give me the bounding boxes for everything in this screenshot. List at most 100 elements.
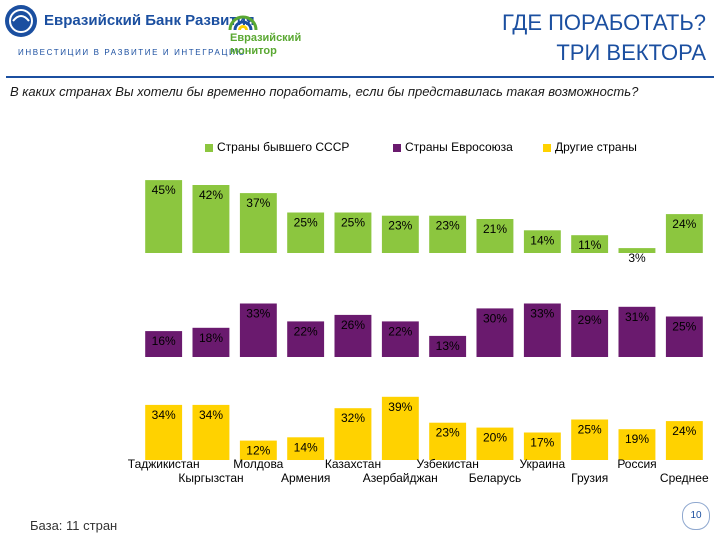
bar-cis-5 <box>334 212 372 253</box>
bar-cis-4 <box>287 212 325 253</box>
value-label-other-3: 12% <box>246 444 270 458</box>
legend-swatch-other <box>543 143 551 152</box>
ebr-logo-tagline: ИНВЕСТИЦИИ В РАЗВИТИЕ И ИНТЕГРАЦИЮ <box>18 48 247 57</box>
bar-eu-4 <box>287 321 325 357</box>
value-label-cis-8: 21% <box>483 222 507 236</box>
value-label-other-11: 19% <box>625 432 649 446</box>
value-label-other-2: 34% <box>199 408 223 422</box>
value-label-eu-8: 30% <box>483 311 507 325</box>
legend-swatch-eu <box>393 143 401 152</box>
value-label-cis-5: 25% <box>341 216 365 230</box>
value-label-other-12: 24% <box>672 424 696 438</box>
value-label-eu-10: 29% <box>578 313 602 327</box>
bar-cis-6 <box>381 215 419 253</box>
category-label-9: Украина <box>519 457 565 471</box>
ebr-logo-name: Евразийский Банк Развития <box>44 12 255 29</box>
category-label-1: Таджикистан <box>128 457 200 471</box>
bar-cis-9 <box>523 230 561 253</box>
value-label-cis-11: 3% <box>628 251 646 265</box>
value-label-eu-6: 22% <box>388 324 412 338</box>
value-label-other-5: 32% <box>341 411 365 425</box>
value-label-other-4: 14% <box>294 440 318 454</box>
value-label-cis-9: 14% <box>530 233 554 247</box>
bar-cis-11 <box>618 248 656 253</box>
category-label-7: Узбекистан <box>417 457 479 471</box>
value-label-cis-12: 24% <box>672 217 696 231</box>
bar-eu-7 <box>429 335 467 357</box>
bar-other-9 <box>523 432 561 460</box>
bar-other-3 <box>239 440 277 460</box>
category-label-4: Армения <box>281 471 330 485</box>
bar-eu-11 <box>618 306 656 357</box>
bar-eu-12 <box>665 316 703 357</box>
value-label-eu-2: 18% <box>199 331 223 345</box>
value-label-eu-7: 13% <box>436 339 460 353</box>
bar-other-5 <box>334 408 372 460</box>
bar-other-1 <box>145 404 183 460</box>
bar-cis-2 <box>192 185 230 253</box>
bar-other-10 <box>571 419 609 460</box>
category-label-2: Кыргызстан <box>178 471 243 485</box>
value-label-other-9: 17% <box>530 436 554 450</box>
value-label-cis-1: 45% <box>152 183 176 197</box>
bar-other-7 <box>429 422 467 460</box>
page-title-line1: ГДЕ ПОРАБОТАТЬ? <box>501 10 706 35</box>
category-label-6: Азербайджан <box>363 471 438 485</box>
ebr-logo: Евразийский Банк Развития ИНВЕСТИЦИИ В Р… <box>4 4 255 60</box>
category-label-10: Грузия <box>571 471 608 485</box>
category-label-8: Беларусь <box>469 471 521 485</box>
page-number: 10 <box>682 502 710 530</box>
legend-swatch-cis <box>205 143 213 152</box>
bar-cis-1 <box>145 180 183 253</box>
category-label-12: Среднее <box>660 471 709 485</box>
value-label-other-10: 25% <box>578 423 602 437</box>
bar-eu-2 <box>192 327 230 357</box>
value-label-cis-6: 23% <box>388 219 412 233</box>
value-label-eu-11: 31% <box>625 310 649 324</box>
monitor-logo: Евразийский монитор <box>228 10 338 60</box>
survey-question: В каких странах Вы хотели бы временно по… <box>10 84 639 99</box>
bar-eu-8 <box>476 308 514 357</box>
value-label-cis-4: 25% <box>294 216 318 230</box>
category-label-5: Казахстан <box>325 457 381 471</box>
legend-item-other: Другие страны <box>543 140 637 154</box>
bar-cis-8 <box>476 219 514 253</box>
value-label-eu-4: 22% <box>294 324 318 338</box>
value-label-cis-3: 37% <box>246 196 270 210</box>
bar-other-8 <box>476 427 514 460</box>
value-label-eu-3: 33% <box>246 307 270 321</box>
value-label-eu-12: 25% <box>672 320 696 334</box>
bar-eu-3 <box>239 303 277 357</box>
bar-eu-1 <box>145 331 183 357</box>
value-label-other-6: 39% <box>388 400 412 414</box>
bar-eu-6 <box>381 321 419 357</box>
chart-legend: Страны бывшего СССР Страны Евросоюза Дру… <box>205 140 685 156</box>
legend-label-cis: Страны бывшего СССР <box>217 140 350 154</box>
bar-other-6 <box>381 396 419 460</box>
monitor-logo-line1: Евразийский <box>230 32 302 44</box>
ebr-emblem-icon <box>5 5 37 37</box>
category-label-11: Россия <box>617 457 656 471</box>
bar-other-4 <box>287 437 325 460</box>
value-label-cis-2: 42% <box>199 188 223 202</box>
value-label-eu-1: 16% <box>152 334 176 348</box>
bar-other-11 <box>618 429 656 460</box>
sample-base: База: 11 стран <box>30 518 118 533</box>
legend-label-eu: Страны Евросоюза <box>405 140 513 154</box>
bar-eu-5 <box>334 314 372 357</box>
value-label-eu-5: 26% <box>341 318 365 332</box>
page-title: ГДЕ ПОРАБОТАТЬ? ТРИ ВЕКТОРА <box>502 8 706 68</box>
value-label-cis-7: 23% <box>436 219 460 233</box>
value-label-eu-9: 33% <box>530 307 554 321</box>
value-label-cis-10: 11% <box>578 238 601 252</box>
bar-cis-3 <box>239 193 277 253</box>
value-label-other-1: 34% <box>152 408 176 422</box>
monitor-logo-line2: монитор <box>230 45 277 57</box>
category-label-3: Молдова <box>233 457 283 471</box>
rainbow-icon <box>228 15 258 31</box>
legend-item-eu: Страны Евросоюза <box>393 140 513 154</box>
value-label-other-7: 23% <box>436 426 460 440</box>
bar-eu-10 <box>571 310 609 357</box>
header-divider <box>6 76 714 78</box>
